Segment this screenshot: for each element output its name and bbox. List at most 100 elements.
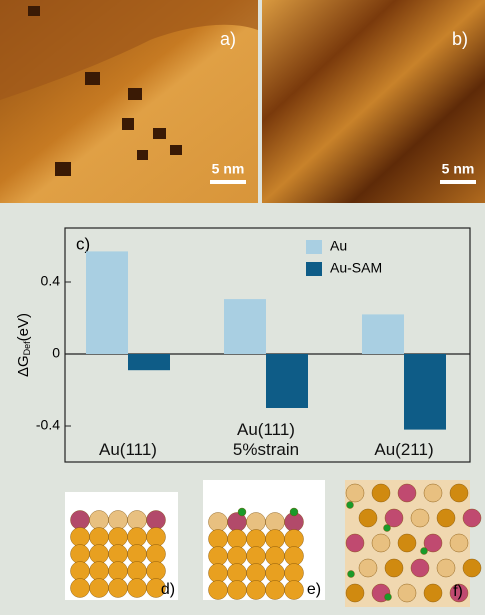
atom — [128, 528, 147, 547]
atom — [437, 509, 455, 527]
y-tick-label: 0.4 — [41, 273, 61, 289]
legend-swatch — [306, 262, 322, 276]
panel-label: f) — [453, 583, 463, 600]
atom — [71, 545, 90, 564]
scale-bar — [210, 180, 246, 184]
atom — [372, 534, 390, 552]
atom — [347, 502, 354, 509]
atom — [285, 564, 304, 583]
atom — [209, 564, 228, 583]
bar — [128, 354, 170, 370]
atom — [385, 509, 403, 527]
atom — [90, 545, 109, 564]
atom — [109, 528, 128, 547]
atom — [109, 579, 128, 598]
atom — [266, 530, 285, 549]
y-label-unit: (eV) — [15, 313, 32, 341]
atom — [348, 571, 355, 578]
atom — [385, 559, 403, 577]
atom — [398, 534, 416, 552]
atom — [290, 508, 298, 516]
atom — [109, 562, 128, 581]
atom — [238, 508, 246, 516]
bar — [362, 314, 404, 354]
atom — [247, 581, 266, 600]
atom — [384, 525, 391, 532]
atom — [109, 545, 128, 564]
atom — [372, 484, 390, 502]
atom — [128, 562, 147, 581]
legend-label: Au-SAM — [330, 260, 382, 276]
y-tick-label: 0 — [52, 345, 60, 361]
atom — [71, 528, 90, 547]
atom — [266, 564, 285, 583]
atom — [128, 511, 147, 530]
scale-bar — [440, 180, 476, 184]
atom — [463, 559, 481, 577]
scale-label: 5 nm — [442, 161, 475, 177]
atom — [398, 584, 416, 602]
atom — [71, 579, 90, 598]
atom — [247, 513, 266, 532]
atom — [228, 564, 247, 583]
atom — [247, 547, 266, 566]
atom — [266, 513, 285, 532]
y-label-sub: Def — [22, 341, 32, 356]
panel-label: d) — [161, 581, 175, 598]
atom — [450, 534, 468, 552]
x-tick-label: Au(211) — [335, 440, 473, 460]
atom — [209, 513, 228, 532]
atom — [209, 547, 228, 566]
x-tick-label: Au(111) — [59, 440, 197, 460]
bar — [86, 251, 128, 354]
atom — [411, 509, 429, 527]
atom — [228, 530, 247, 549]
panel-label: b) — [452, 29, 468, 49]
legend-label: Au — [330, 238, 347, 254]
atom — [421, 548, 428, 555]
x-tick-label: Au(111) 5%strain — [197, 420, 335, 460]
atom — [71, 562, 90, 581]
atom — [411, 559, 429, 577]
atom — [128, 579, 147, 598]
y-tick-label: -0.4 — [36, 417, 60, 433]
atom — [463, 509, 481, 527]
atom — [109, 511, 128, 530]
atom — [147, 545, 166, 564]
atom — [128, 545, 147, 564]
atom — [266, 547, 285, 566]
bar — [224, 299, 266, 354]
figure: a) b) 5 nm 5 nm c) ΔGDef(eV) d) e) f) -0… — [0, 0, 485, 615]
atom — [346, 584, 364, 602]
atom — [147, 511, 166, 530]
atom — [424, 484, 442, 502]
atom — [228, 547, 247, 566]
atom — [359, 559, 377, 577]
atom — [71, 511, 90, 530]
atom — [209, 581, 228, 600]
scale-label: 5 nm — [212, 161, 245, 177]
y-axis-label: ΔGDef(eV) — [15, 313, 32, 377]
atom — [346, 484, 364, 502]
atom — [285, 530, 304, 549]
atom — [90, 579, 109, 598]
atom — [147, 562, 166, 581]
atom — [247, 530, 266, 549]
atom — [398, 484, 416, 502]
atom — [285, 547, 304, 566]
atom — [285, 581, 304, 600]
atom — [450, 484, 468, 502]
atom — [209, 530, 228, 549]
bar — [266, 354, 308, 408]
atom — [266, 581, 285, 600]
legend-swatch — [306, 240, 322, 254]
atom — [437, 559, 455, 577]
atom — [90, 562, 109, 581]
figure-svg: a) b) 5 nm 5 nm c) ΔGDef(eV) d) e) f) -0… — [0, 0, 485, 615]
atom — [346, 534, 364, 552]
atom — [228, 581, 247, 600]
bar — [404, 354, 446, 430]
panel-label: a) — [220, 29, 236, 49]
atom — [424, 584, 442, 602]
atom — [359, 509, 377, 527]
